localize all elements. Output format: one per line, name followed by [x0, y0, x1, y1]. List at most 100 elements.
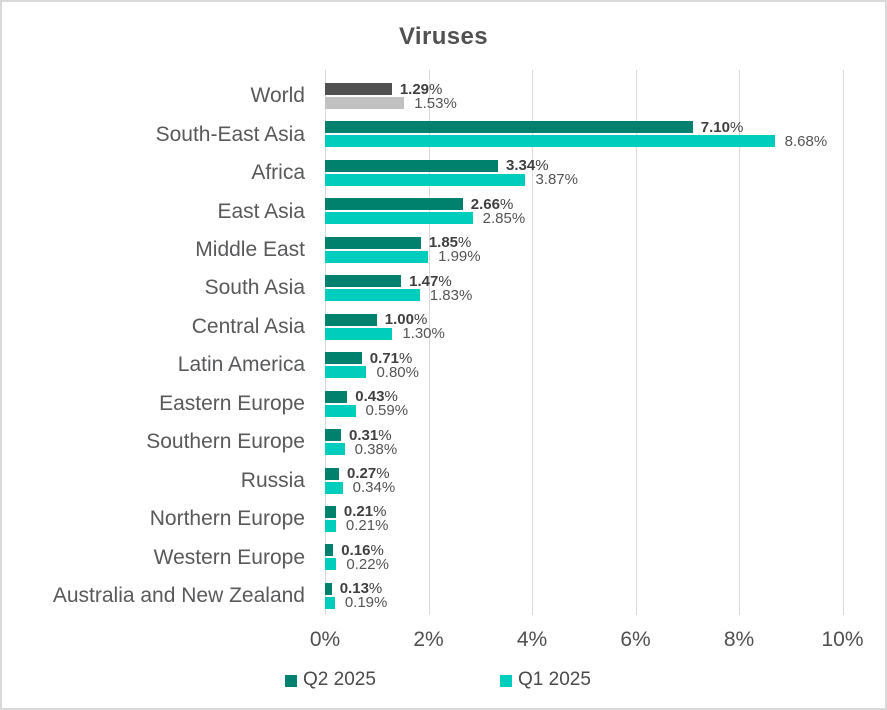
q1-value-label: 0.34% [352, 479, 396, 497]
x-tick-label: 6% [620, 628, 651, 651]
q2-bar [325, 582, 332, 595]
q1-value-label: 2.85% [482, 209, 526, 227]
q1-value-label: 0.21% [345, 517, 389, 535]
gridline [635, 70, 637, 615]
bar-row: South-East Asia 7.10% 8.68% [2, 115, 843, 153]
q2-bar [325, 159, 498, 172]
percent-sign: % [373, 503, 387, 521]
plot-gridlines [325, 70, 844, 615]
q2-value-label: 1.47% [409, 273, 452, 290]
value-number: 0.16 [341, 541, 371, 559]
bar-group: 0.31% 0.38% [325, 423, 843, 461]
q1-value-label: 0.38% [355, 440, 398, 458]
percent-sign: % [375, 517, 389, 535]
q2-bar [325, 505, 336, 518]
q2-bar [325, 275, 402, 288]
percent-sign: % [511, 209, 526, 227]
value-number: 0.21 [345, 517, 376, 535]
category-label: Latin America [177, 353, 305, 377]
q1-bar [325, 404, 356, 417]
q1-bar [325, 443, 345, 456]
bar-group: 7.10% 8.68% [325, 115, 843, 153]
q2-bar [325, 429, 342, 442]
percent-sign: % [431, 325, 445, 343]
value-number: 0.21 [343, 503, 374, 521]
percent-sign: % [405, 363, 419, 381]
value-number: 0.19 [344, 594, 375, 612]
percent-sign: % [458, 286, 473, 304]
bar-row: Western Europe 0.16% 0.22% [2, 538, 843, 576]
bar-row: Central Asia 1.00% 1.30% [2, 308, 843, 346]
percent-sign: % [499, 195, 514, 213]
percent-sign: % [375, 555, 389, 573]
value-number: 0.22 [346, 555, 376, 573]
legend-item-q2-2025: Q2 2025 [285, 669, 376, 691]
value-number: 3.87 [535, 171, 565, 189]
value-number: 1.83 [429, 286, 459, 304]
q1-value-label: 1.30% [402, 325, 445, 343]
q2-value-label: 0.27% [346, 465, 390, 483]
x-tick-label: 4% [516, 628, 548, 651]
plot-rows: World 1.29% 1.53% South-East Asia 7.10% 8.68%… [2, 77, 843, 615]
percent-sign: % [376, 465, 390, 483]
value-number: 0.27 [346, 465, 377, 483]
bar-group: 0.16% 0.22% [325, 538, 843, 576]
q2-value-label: 1.00% [384, 311, 428, 329]
percent-sign: % [443, 94, 457, 112]
q1-bar [325, 327, 393, 340]
q2-bar [325, 313, 377, 326]
q1-value-label: 0.19% [344, 594, 388, 612]
q1-bar [325, 519, 336, 532]
value-number: 1.00 [384, 311, 414, 329]
q1-bar [325, 366, 367, 379]
value-number: 2.85 [482, 209, 512, 227]
q2-bar [325, 352, 362, 365]
q2-bar [325, 544, 334, 557]
bar-row: Northern Europe 0.21% 0.21% [2, 500, 843, 538]
q1-value-label: 1.83% [429, 286, 473, 304]
category-label: Eastern Europe [159, 391, 305, 415]
category-label: South-East Asia [155, 122, 305, 146]
q1-value-label: 8.68% [785, 133, 828, 150]
bar-group: 3.34% 3.87% [325, 154, 843, 192]
gridline [325, 70, 326, 615]
bar-group: 1.29% 1.53% [325, 77, 843, 115]
bar-row: Middle East 1.85% 1.99% [2, 231, 843, 269]
percent-sign: % [384, 388, 398, 406]
value-number: 0.43 [355, 388, 385, 406]
category-label: South Asia [204, 276, 305, 300]
q2-value-label: 7.10% [701, 119, 744, 136]
x-tick-label: 8% [723, 628, 755, 651]
bar-row: Australia and New Zealand 0.13% 0.19% [2, 577, 843, 615]
bar-group: 0.27% 0.34% [325, 462, 843, 500]
bar-group: 0.71% 0.80% [325, 346, 843, 384]
bar-row: World 1.29% 1.53% [2, 77, 843, 115]
category-label: Northern Europe [149, 507, 305, 531]
value-number: 1.30 [402, 325, 432, 343]
gridline [532, 70, 534, 615]
q1-bar [325, 97, 405, 109]
q2-value-label: 0.31% [349, 427, 392, 444]
q1-bar [325, 289, 420, 302]
percent-sign: % [368, 580, 383, 598]
percent-sign: % [429, 80, 443, 98]
value-number: 2.66 [470, 195, 500, 213]
q1-value-label: 3.87% [535, 171, 578, 189]
q1-bar [325, 135, 775, 148]
category-label: Central Asia [191, 314, 305, 338]
bar-row: Russia 0.27% 0.34% [2, 462, 843, 500]
q2-value-label: 3.34% [506, 157, 549, 174]
category-label: Australia and New Zealand [52, 584, 305, 608]
x-tick-label: 2% [413, 628, 444, 651]
percent-sign: % [414, 311, 428, 329]
q2-value-label: 0.16% [341, 541, 384, 559]
percent-sign: % [467, 248, 481, 266]
value-number: 0.71 [369, 349, 399, 367]
value-number: 1.85 [428, 234, 459, 252]
q1-bar [325, 558, 337, 571]
q1-value-label: 0.59% [366, 402, 409, 419]
chart-title: Viruses [398, 23, 489, 50]
percent-sign: % [383, 440, 398, 458]
value-number: 0.34 [352, 479, 382, 497]
q2-value-label: 2.66% [470, 195, 514, 213]
